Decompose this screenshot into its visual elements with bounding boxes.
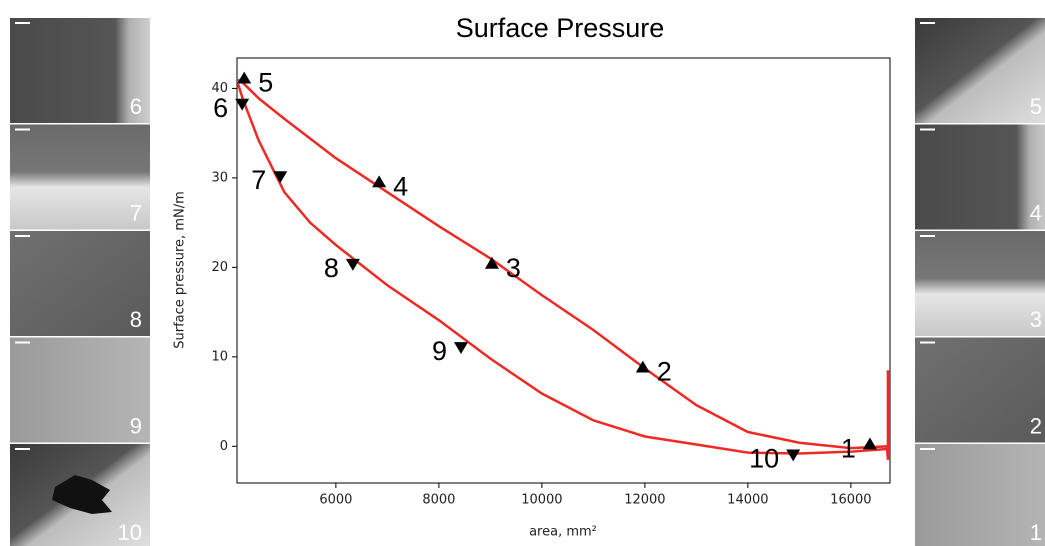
marker xyxy=(273,171,288,184)
image-label: 7 xyxy=(130,200,142,225)
x-tick-label: 16000 xyxy=(830,493,871,508)
image-thumbnail: 9 xyxy=(10,337,150,443)
image-label: 9 xyxy=(130,413,142,438)
x-tick-label: 8000 xyxy=(422,493,455,508)
x-tick-label: 6000 xyxy=(319,493,352,508)
image xyxy=(915,124,1045,230)
image-thumbnail: 3 xyxy=(915,231,1045,336)
image-thumbnail: 4 xyxy=(915,124,1045,230)
plot-frame xyxy=(236,57,891,484)
marker-label: 5 xyxy=(258,68,273,98)
image-thumbnail: 6 xyxy=(10,18,150,123)
y-tick-label: 30 xyxy=(211,170,228,185)
image-thumbnail: 7 xyxy=(10,124,150,230)
image-label: 4 xyxy=(1030,200,1042,225)
image-label: 3 xyxy=(1030,307,1042,332)
marker-label: 7 xyxy=(251,165,266,195)
x-axis-label: area, mm² xyxy=(529,525,597,540)
y-tick-label: 0 xyxy=(220,439,228,454)
marker xyxy=(345,258,360,271)
y-tick-label: 10 xyxy=(211,349,228,364)
image xyxy=(915,337,1045,443)
marker xyxy=(786,449,801,462)
marker-label: 10 xyxy=(749,443,779,473)
x-tick-label: 14000 xyxy=(727,493,768,508)
image xyxy=(10,337,150,443)
marker-label: 6 xyxy=(213,93,228,123)
y-tick-label: 20 xyxy=(211,260,228,275)
y-tick-label: 40 xyxy=(211,81,228,96)
marker xyxy=(454,342,469,354)
image-thumbnail: 1 xyxy=(915,444,1045,546)
image xyxy=(915,231,1045,336)
image-label: 5 xyxy=(1030,94,1042,119)
marker-label: 9 xyxy=(432,336,447,366)
image-label: 1 xyxy=(1030,520,1042,545)
image xyxy=(10,18,150,123)
y-axis-label: Surface pressure, mN/m xyxy=(173,191,188,349)
marker xyxy=(235,98,250,111)
image xyxy=(10,124,150,230)
image-label: 2 xyxy=(1030,413,1042,438)
marker xyxy=(635,360,650,373)
image-thumbnail: 2 xyxy=(915,337,1045,443)
marker xyxy=(862,437,877,450)
image-feature xyxy=(52,475,112,514)
marker-label: 3 xyxy=(506,253,521,283)
line xyxy=(237,78,890,460)
chart-title: Surface Pressure xyxy=(456,13,665,43)
marker xyxy=(484,256,499,269)
image-thumbnail: 8 xyxy=(10,231,150,336)
marker-label: 2 xyxy=(657,357,672,387)
image xyxy=(10,231,150,336)
image-label: 8 xyxy=(130,307,142,332)
image xyxy=(915,444,1045,546)
image xyxy=(915,18,1045,123)
x-tick-label: 10000 xyxy=(521,493,562,508)
image-label: 10 xyxy=(118,520,142,545)
marker xyxy=(372,175,387,188)
image-label: 6 xyxy=(130,94,142,119)
marker xyxy=(237,71,252,84)
marker-label: 4 xyxy=(393,171,408,201)
marker-label: 1 xyxy=(841,434,856,464)
image-thumbnail: 5 xyxy=(915,18,1045,123)
marker-label: 8 xyxy=(324,253,339,283)
x-tick-label: 12000 xyxy=(624,493,665,508)
